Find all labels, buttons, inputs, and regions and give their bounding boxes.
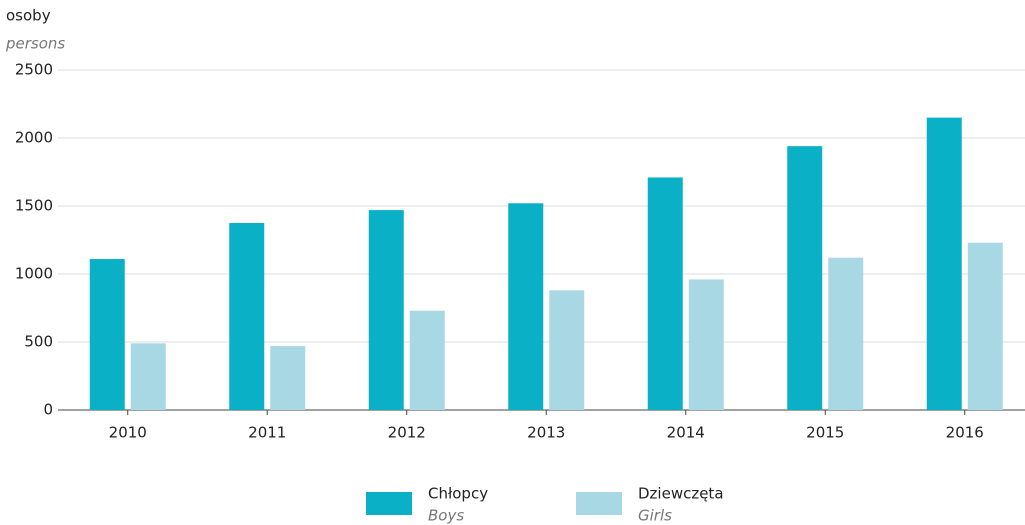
- bar: [787, 146, 823, 410]
- x-tick-label: 2013: [527, 424, 565, 442]
- bar: [89, 259, 125, 410]
- bar: [368, 210, 404, 410]
- x-tick-label: 2010: [109, 424, 147, 442]
- x-tick-label: 2012: [388, 424, 426, 442]
- bar: [828, 257, 864, 410]
- bar: [508, 203, 544, 410]
- y-tick-label: 2500: [15, 61, 53, 79]
- bar: [270, 346, 306, 410]
- legend-label: Dziewczęta: [638, 485, 724, 503]
- y-tick-label: 0: [43, 401, 53, 419]
- bar: [926, 117, 962, 410]
- y-tick-label: 2000: [15, 129, 53, 147]
- y-axis-title: osoby: [6, 7, 51, 25]
- x-tick-label: 2014: [667, 424, 705, 442]
- bar: [967, 242, 1003, 410]
- x-tick-label: 2015: [806, 424, 844, 442]
- bar: [549, 290, 585, 410]
- y-tick-label: 1000: [15, 265, 53, 283]
- y-tick-label: 500: [24, 333, 53, 351]
- y-tick-label: 1500: [15, 197, 53, 215]
- bar: [688, 279, 724, 410]
- legend-label: Chłopcy: [428, 485, 488, 503]
- bar: [130, 343, 166, 410]
- legend-swatch: [366, 492, 412, 515]
- legend-label-en: Boys: [428, 507, 464, 525]
- legend-label-en: Girls: [638, 507, 672, 525]
- y-axis-title-en: persons: [5, 35, 65, 53]
- bar: [647, 177, 683, 410]
- legend-swatch: [576, 492, 622, 515]
- x-tick-label: 2016: [946, 424, 984, 442]
- bar: [409, 310, 445, 410]
- bar: [229, 223, 265, 410]
- x-tick-label: 2011: [248, 424, 286, 442]
